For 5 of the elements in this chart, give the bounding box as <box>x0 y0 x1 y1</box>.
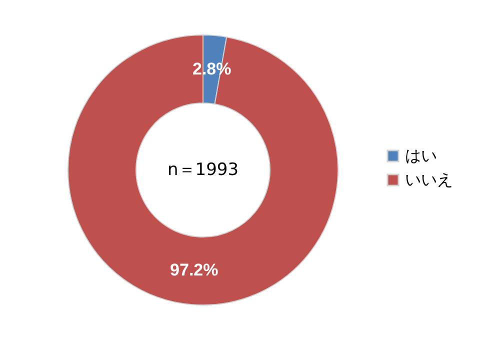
legend-label: いいえ <box>405 170 453 189</box>
donut-slice <box>68 34 338 306</box>
text: n＝1993 <box>167 160 239 180</box>
data-label: 97.2% <box>170 260 218 280</box>
legend-label: はい <box>405 146 437 165</box>
